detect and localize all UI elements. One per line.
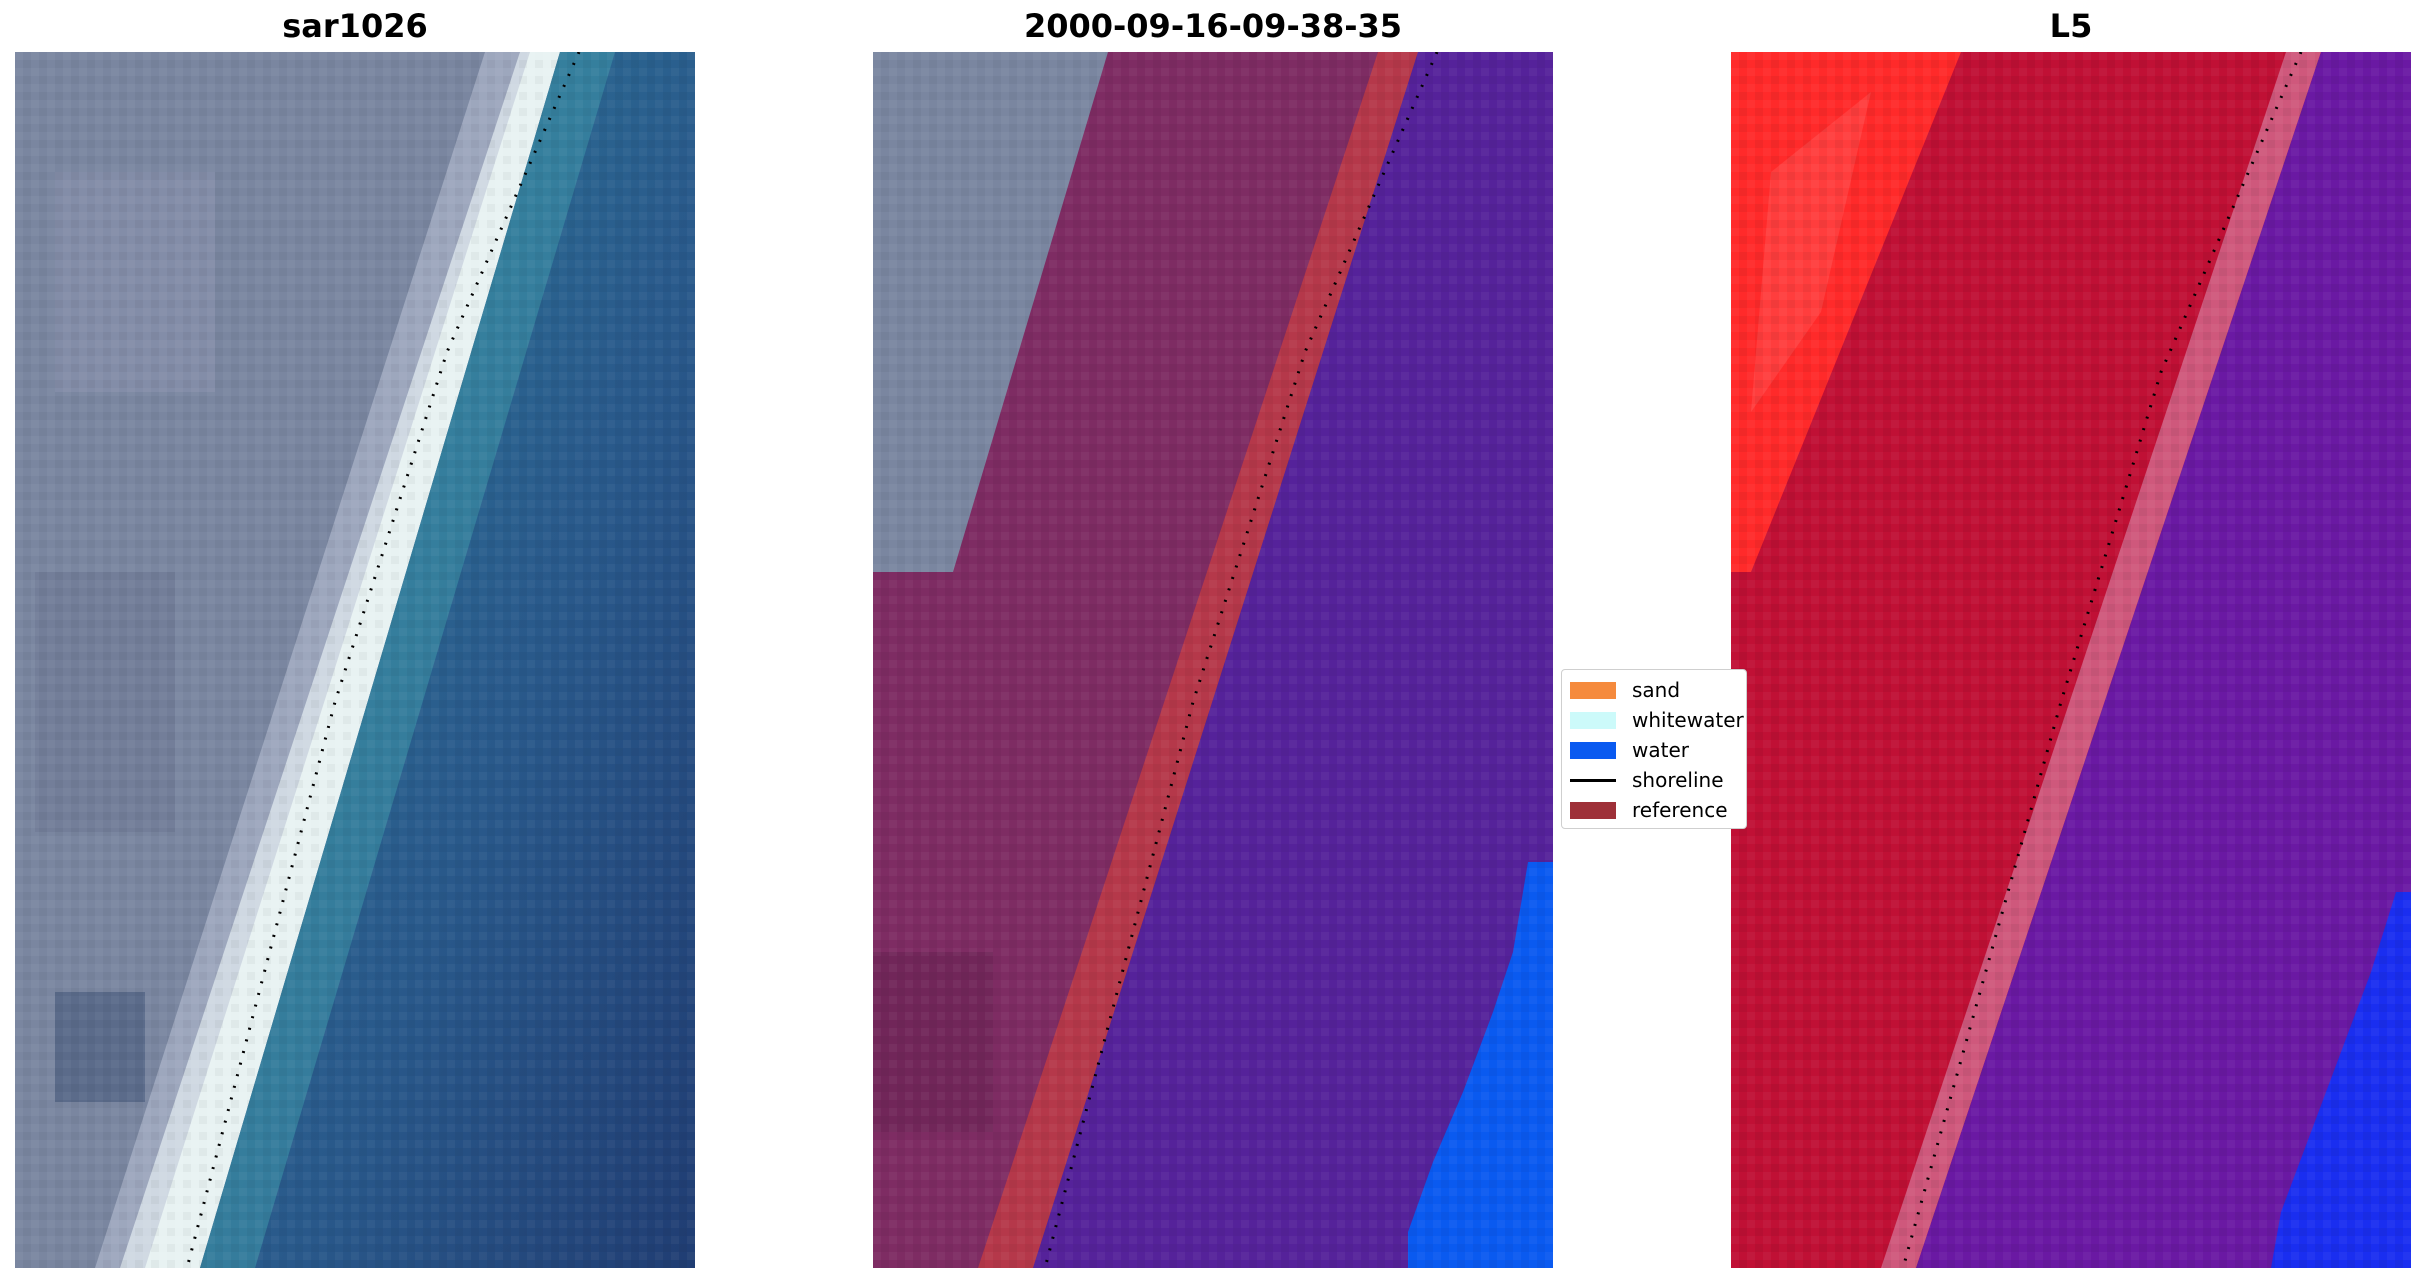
panel-title-rgb: sar1026 xyxy=(282,7,428,45)
legend-label: sand xyxy=(1632,678,1681,702)
legend-swatch-reference xyxy=(1570,802,1616,819)
legend-label: whitewater xyxy=(1632,708,1744,732)
panel-title-l5: L5 xyxy=(2049,7,2093,45)
legend-label: water xyxy=(1632,738,1689,762)
classified-image xyxy=(873,52,1553,1268)
legend-swatch-whitewater xyxy=(1570,712,1616,729)
legend-label: reference xyxy=(1632,798,1728,822)
legend: sand whitewater water shoreline referenc… xyxy=(1561,669,1747,829)
legend-label: shoreline xyxy=(1632,768,1724,792)
l5-image xyxy=(1731,52,2411,1268)
legend-swatch-shoreline xyxy=(1570,779,1616,782)
l5-image-panel xyxy=(1731,52,2411,1268)
classified-image-panel xyxy=(873,52,1553,1268)
legend-swatch-water xyxy=(1570,742,1616,759)
rgb-image-panel xyxy=(15,52,695,1268)
legend-swatch-sand xyxy=(1570,682,1616,699)
rgb-image xyxy=(15,52,695,1268)
panel-title-classified: 2000-09-16-09-38-35 xyxy=(1023,7,1403,45)
